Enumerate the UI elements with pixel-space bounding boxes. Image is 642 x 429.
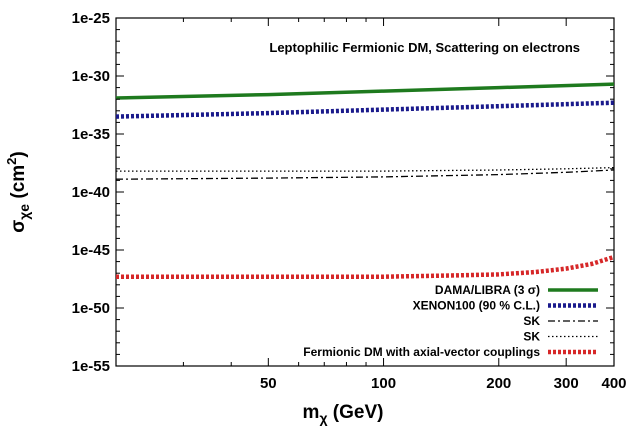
y-tick-label: 1e-50 (72, 300, 110, 317)
legend-label-1: DAMA/LIBRA (3 σ) (435, 283, 540, 297)
legend-label-2: XENON100 (90 % C.L.) (413, 299, 540, 313)
y-tick-label: 1e-40 (72, 184, 110, 201)
x-tick-label: 400 (601, 375, 626, 392)
y-tick-label: 1e-55 (72, 358, 110, 375)
series-layer (115, 82, 615, 279)
y-tick-label: 1e-35 (72, 126, 110, 143)
series-line-4 (116, 166, 615, 172)
x-tick-label: 100 (371, 375, 396, 392)
series-line-2 (115, 100, 615, 119)
legend-label-4: SK (523, 330, 540, 344)
series-line-3 (115, 169, 615, 180)
chart-annotation: Leptophilic Fermionic DM, Scattering on … (269, 40, 580, 55)
y-tick-label: 1e-25 (72, 10, 110, 27)
y-tick-label: 1e-45 (72, 242, 110, 259)
x-axis-title: mχ (GeV) (303, 402, 384, 426)
series-line-1 (115, 82, 615, 100)
y-tick-label: 1e-30 (72, 68, 110, 85)
x-tick-label: 300 (554, 375, 579, 392)
legend-label-5: Fermionic DM with axial-vector couplings (303, 345, 540, 359)
y-axis-title: σχe (cm2) (4, 151, 32, 233)
x-tick-label: 200 (486, 375, 511, 392)
series-line-5 (116, 254, 615, 279)
tick-layer: 1e-25 1e-30 1e-35 1e-40 1e-45 1e-50 1e-55 50 100… (72, 10, 627, 392)
legend-label-3: SK (523, 314, 540, 328)
legend: DAMA/LIBRA (3 σ)XENON100 (90 % C.L.)SKSK… (303, 283, 598, 359)
x-tick-label: 50 (260, 375, 277, 392)
